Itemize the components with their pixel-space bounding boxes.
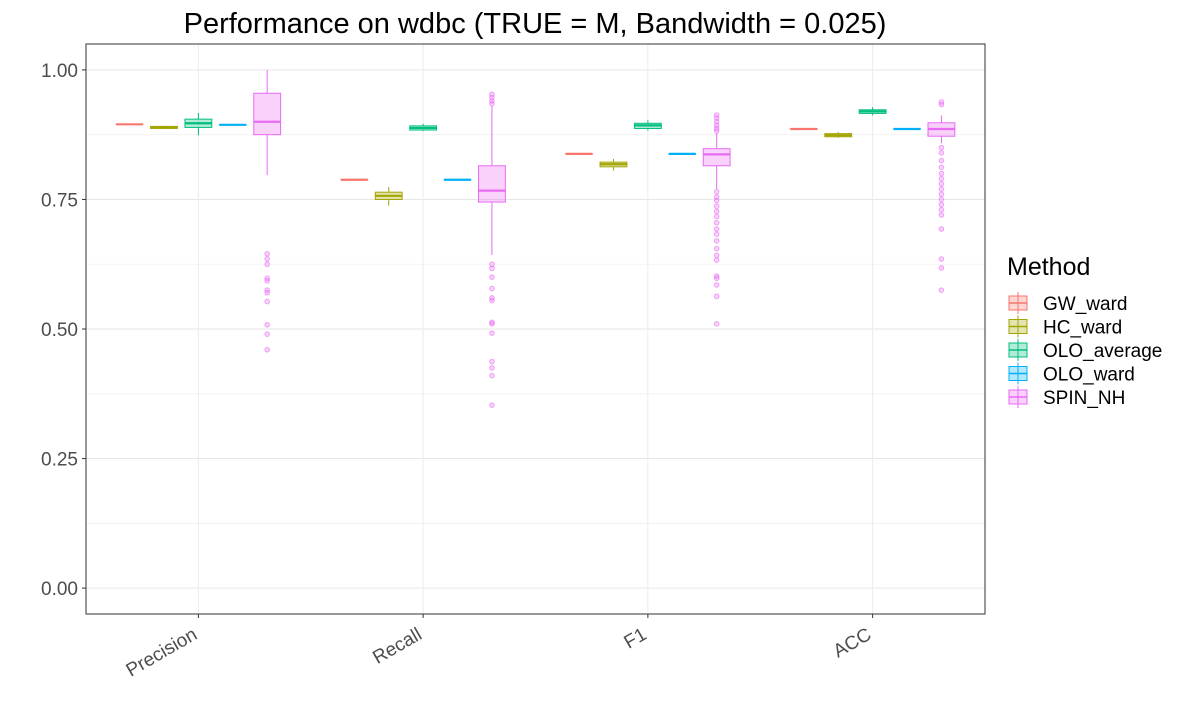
x-tick-label: Recall [369,624,425,669]
boxplots [115,69,956,408]
y-tick-label: 0.50 [41,320,78,341]
outlier-point [713,219,720,226]
legend-item-GW_ward: GW_ward [1008,292,1127,315]
outlier-point [264,289,270,296]
y-tick-label: 1.00 [41,61,78,82]
outlier-point [713,321,720,327]
outlier-point [713,282,720,288]
boxplot-OLO_average-ACC [858,107,887,116]
outlier-point [938,201,945,208]
outlier-point [938,170,945,177]
boxplot-HC_ward-F1 [599,159,628,171]
legend-item-OLO_average: OLO_average [1008,339,1162,362]
outlier-point [938,186,945,192]
boxplot-OLO_average-F1 [633,120,662,131]
legend-label: OLO_average [1043,341,1162,362]
outlier-point [489,372,495,379]
outlier-point [938,265,945,271]
outlier-point [938,101,945,108]
outlier-point [264,331,270,337]
outlier-point [713,197,720,204]
outlier-point [489,365,495,371]
outlier-point [713,208,720,215]
legend-label: OLO_ward [1043,365,1135,386]
outlier-point [264,251,270,257]
outlier-point [713,231,720,237]
chart-title: Performance on wdbc (TRUE = M, Bandwidth… [184,8,887,40]
outlier-point [713,275,720,282]
outlier-point [489,274,495,280]
outlier-point [713,252,720,259]
grid [86,44,985,614]
outlier-point [489,265,495,272]
x-tick-label: ACC [830,624,875,662]
outlier-point [264,261,270,268]
outlier-point [938,157,945,164]
outlier-point [713,257,720,263]
box [253,92,282,136]
legend-title: Method [1007,253,1090,281]
outlier-point [938,207,945,213]
outlier-point [489,285,495,292]
outlier-point [713,226,720,232]
outlier-point [938,226,945,232]
outlier-point [264,298,270,305]
outlier-point [264,346,270,353]
legend-item-SPIN_NH: SPIN_NH [1008,386,1125,409]
x-tick-label: F1 [621,624,651,653]
outlier-point [264,278,270,284]
legend-label: SPIN_NH [1043,388,1125,409]
outlier-point [938,191,945,198]
outlier-point [938,256,945,262]
outlier-point [489,297,495,304]
box [702,148,731,167]
boxplot-HC_ward-Recall [374,187,403,206]
outlier-point [713,203,720,209]
x-tick-label: Precision [123,624,201,681]
outlier-point [713,238,720,244]
boxplot-SPIN_NH-Recall [478,91,506,408]
outlier-point [489,330,495,336]
legend-label: HC_ward [1043,318,1122,339]
outlier-point [938,150,945,156]
outlier-point [938,144,945,151]
outlier-point [489,358,495,365]
boxplot-HC_ward-Precision [150,125,178,129]
outlier-point [713,188,720,195]
outlier-point [713,213,720,220]
outlier-point [489,100,495,107]
boxplot-OLO_average-Recall [409,123,438,132]
outlier-point [938,212,945,218]
outlier-point [264,256,270,262]
outlier-point [938,181,945,187]
boxplot-SPIN_NH-Precision [253,69,282,353]
box [478,165,506,203]
boxplot-SPIN_NH-ACC [927,99,956,293]
outlier-point [938,164,945,171]
outlier-point [713,245,720,252]
outlier-point [489,402,495,408]
y-tick-label: 0.00 [41,579,78,600]
legend-item-HC_ward: HC_ward [1008,315,1122,339]
y-tick-label: 0.75 [41,190,78,211]
outlier-point [489,321,495,327]
y-tick-label: 0.25 [41,450,78,471]
legend-label: GW_ward [1043,294,1127,315]
legend-item-OLO_ward: OLO_ward [1008,362,1135,386]
outlier-point [713,293,720,300]
boxplot-SPIN_NH-F1 [702,112,731,327]
outlier-point [938,175,945,182]
boxplot-HC_ward-ACC [824,132,853,138]
boxplot-OLO_average-Precision [184,112,213,136]
outlier-point [264,322,270,328]
outlier-point [938,287,945,293]
outlier-point [938,196,945,203]
outlier-point [713,128,720,134]
